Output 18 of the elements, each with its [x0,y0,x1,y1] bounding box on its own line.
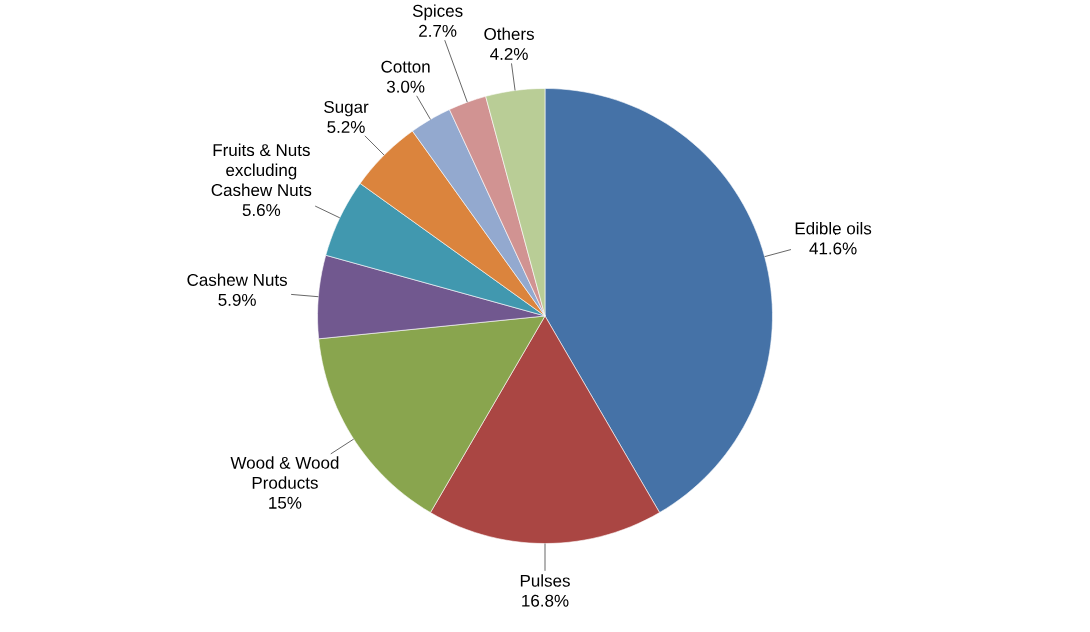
data-label: 5.6% [242,204,281,217]
slice-label: Fruits & Nuts excluding Cashew Nuts [211,143,312,197]
data-label: 16.8% [522,594,569,607]
slice-label: Cotton [381,60,430,73]
slice-label: Cashew Nuts [187,273,288,286]
data-label: 4.2% [490,47,528,60]
data-label: 41.6% [809,242,857,255]
slice-label: Wood & Wood Products [230,456,339,489]
data-label: 2.7% [419,24,457,37]
data-label: 3.0% [386,80,425,93]
slice-label: Pulses [520,574,570,587]
data-label: 15% [269,496,302,509]
slice-label: Edible oils [795,222,872,235]
data-label: 5.2% [327,120,365,133]
slice-label: Others [484,27,534,41]
slice-label: Spices [412,4,463,21]
data-label: 5.9% [218,293,256,306]
slice-label: Sugar [324,100,369,117]
